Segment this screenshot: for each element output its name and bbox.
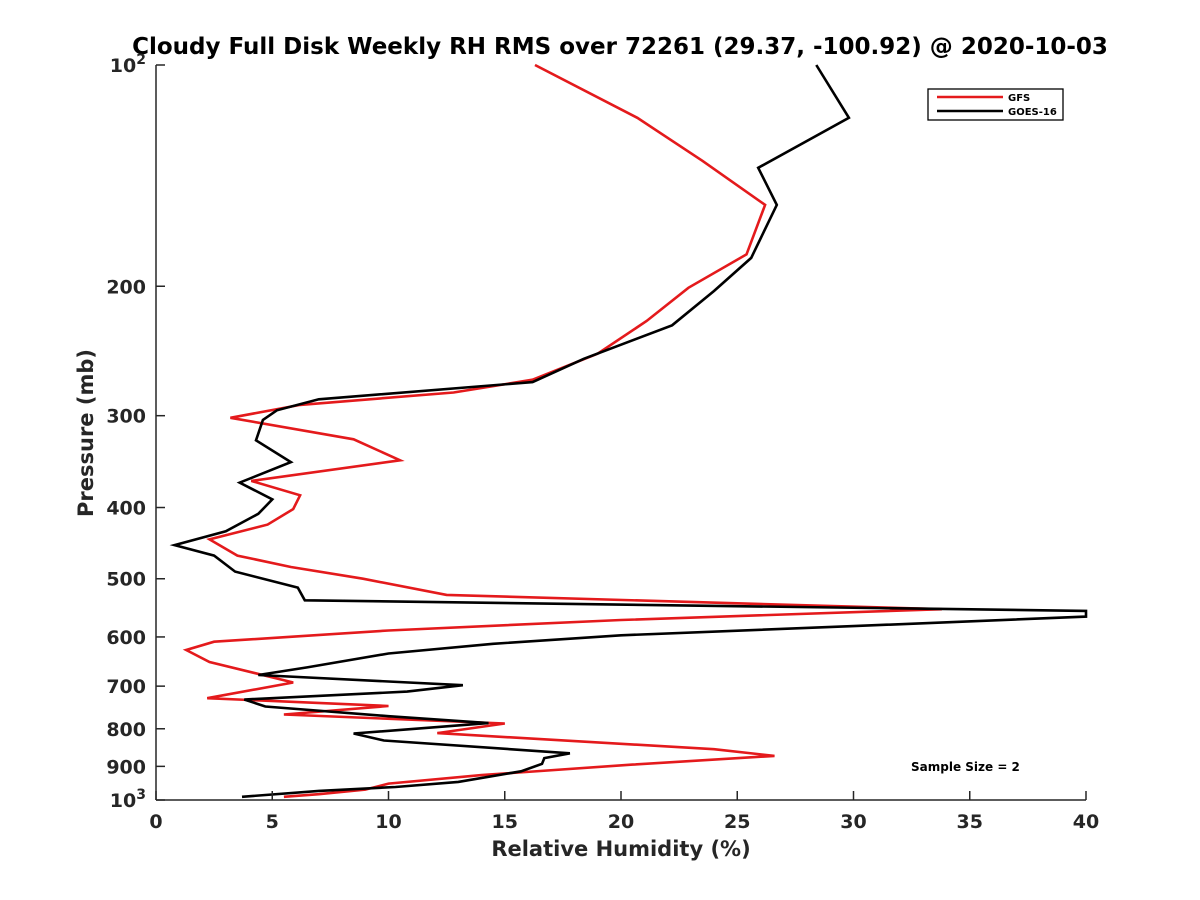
y-tick-label: 200 bbox=[106, 276, 146, 298]
series-layer bbox=[169, 63, 1088, 799]
legend-box bbox=[927, 88, 1064, 121]
x-tick-label: 25 bbox=[724, 811, 750, 833]
y-tick-label: 700 bbox=[106, 676, 146, 698]
y-tick-label: 103 bbox=[110, 787, 146, 812]
x-axis-label: Relative Humidity (%) bbox=[491, 837, 750, 861]
x-tick-label: 30 bbox=[840, 811, 866, 833]
x-tick-label: 35 bbox=[957, 811, 983, 833]
x-axis-ticks: 0 5 10 15 20 25 30 35 40 bbox=[149, 791, 1099, 833]
sample-size-annotation: Sample Size = 2 bbox=[911, 760, 1020, 774]
x-tick-label: 15 bbox=[492, 811, 518, 833]
y-tick-label: 800 bbox=[106, 719, 146, 741]
y-tick-label: 600 bbox=[106, 627, 146, 649]
y-axis-ticks: 102 200 300 400 500 600 700 800 900 103 bbox=[106, 52, 165, 812]
x-tick-label: 20 bbox=[608, 811, 634, 833]
y-tick-label: 400 bbox=[106, 498, 146, 520]
x-tick-label: 5 bbox=[266, 811, 279, 833]
y-axis-label: Pressure (mb) bbox=[74, 349, 98, 517]
legend-goes-label: GOES-16 bbox=[1008, 107, 1057, 118]
y-tick-label: 102 bbox=[110, 52, 146, 77]
x-tick-label: 0 bbox=[149, 811, 162, 833]
y-tick-label: 500 bbox=[106, 569, 146, 591]
legend-gfs-label: GFS bbox=[1008, 93, 1030, 104]
y-tick-label: 300 bbox=[106, 406, 146, 428]
series-line-goes-16 bbox=[169, 64, 1088, 799]
y-tick-label: 900 bbox=[106, 756, 146, 778]
x-tick-label: 10 bbox=[375, 811, 401, 833]
legend: GFS GOES-16 bbox=[927, 88, 1064, 121]
chart-title: Cloudy Full Disk Weekly RH RMS over 7226… bbox=[132, 34, 1108, 60]
x-tick-label: 40 bbox=[1073, 811, 1099, 833]
